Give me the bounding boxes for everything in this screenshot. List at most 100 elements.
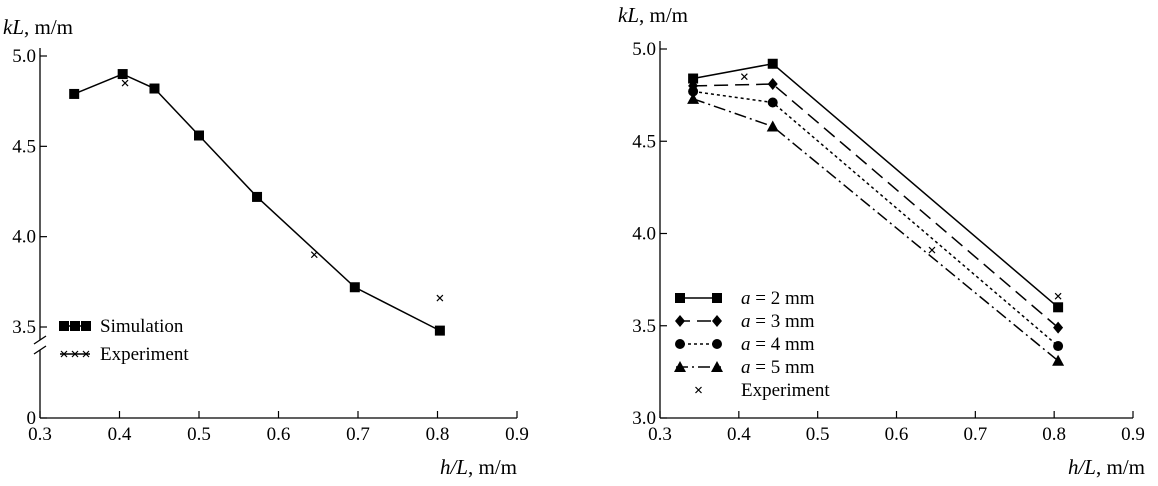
right-x-tick-label-3: 0.6	[885, 424, 909, 445]
right-series-4-point-1	[928, 246, 936, 254]
left-ticks: 0.3 0.4 0.5 0.6 0.7 0.8 0.9 0 3.5 4.0 4.5 5.0	[12, 46, 529, 445]
left-y-tick-label-3: 4.5	[12, 136, 36, 157]
right-legend-3-label: a = 5 mm	[741, 357, 815, 378]
left-legend-0-marker-0	[59, 321, 69, 331]
right-series-3-point-0	[687, 92, 700, 104]
right-legend-2-label-var: a	[741, 334, 751, 355]
right-series-2-point-1	[767, 97, 778, 108]
left-axis-break-mark-1	[33, 345, 47, 355]
chart-left: kL, m/m h/L, m/m 0.3 0.4 0.5 0.6 0.7 0.8 0.903…	[3, 15, 529, 479]
left-legend-1-marker-0-b	[60, 350, 68, 358]
left-x-tick-label-6: 0.9	[505, 424, 529, 445]
right-series-4-point-0	[740, 73, 748, 81]
left-x-tick-label-0: 0.3	[28, 424, 52, 445]
left-y-tick-label-2: 4.0	[12, 227, 36, 248]
right-x-axis-unit: , m/m	[1096, 455, 1145, 479]
chart-right: kL, m/m h/L, m/m 0.3 0.4 0.5 0.6 0.7 0.8 0.93.…	[618, 3, 1145, 479]
left-legend-1-marker-0	[60, 350, 68, 358]
right-legend-2-label: a = 4 mm	[741, 334, 815, 355]
left-series-0-point-1	[117, 69, 128, 80]
left-y-axis-label: kL, m/m	[3, 15, 73, 39]
right-series-2-point-2	[1053, 341, 1064, 352]
right-series-4-point-2-b	[1054, 292, 1062, 300]
left-legend-1-label: Experiment	[100, 344, 189, 365]
left-series-1-point-1	[310, 251, 318, 259]
right-x-tick-label-4: 0.7	[963, 424, 987, 445]
left-legend-1-marker-1-b	[71, 350, 79, 358]
left-axis-break-mark-2	[33, 335, 47, 345]
left-legend-1-marker-2-b	[82, 350, 90, 358]
right-series-3-point-1	[766, 120, 779, 132]
left-x-axis-unit: , m/m	[468, 455, 517, 479]
right-series-0-point-0	[688, 73, 699, 84]
left-series-1-point-2-b	[436, 294, 444, 302]
right-legend-4-marker-0-b	[695, 386, 702, 394]
left-y-tick-label-4: 5.0	[12, 46, 36, 67]
left-x-tick-label-4: 0.7	[346, 424, 370, 445]
left-x-axis-var: h/L	[440, 455, 468, 479]
left-series-0-point-4	[252, 191, 263, 202]
left-legend-1-marker-1	[71, 350, 79, 358]
right-series-4-point-0-b	[740, 73, 748, 81]
left-x-tick-label-3: 0.6	[267, 424, 291, 445]
left-x-tick-label-5: 0.8	[426, 424, 450, 445]
right-ticks: 0.3 0.4 0.5 0.6 0.7 0.8 0.9 3.0 3.5 4.0 4.5 5.0	[632, 39, 1145, 445]
right-y-tick-label-2: 4.0	[632, 224, 656, 245]
right-series-0-point-1	[767, 58, 778, 69]
left-series	[69, 69, 445, 336]
right-legend-1-label-text: = 3 mm	[751, 311, 815, 332]
right-x-tick-label-1: 0.4	[727, 424, 751, 445]
right-legend-4-label: Experiment	[741, 380, 830, 401]
right-legend-3-label-text: = 5 mm	[751, 357, 815, 378]
right-series-3-line	[692, 98, 1059, 362]
left-series-0-point-5	[349, 282, 360, 293]
right-series-1-line	[693, 83, 1059, 329]
right-legend-3-marker-1	[711, 361, 723, 372]
right-x-tick-label-0: 0.3	[648, 424, 672, 445]
right-y-axis-unit: , m/m	[639, 3, 688, 27]
right-legend-1-marker-1	[712, 315, 722, 327]
right-y-tick-label-3: 4.5	[632, 131, 656, 152]
left-series-1-point-1-b	[310, 251, 318, 259]
right-legend-1-label-var: a	[741, 311, 751, 332]
left-y-tick-label-1: 3.5	[12, 317, 36, 338]
right-x-tick-label-5: 0.8	[1042, 424, 1066, 445]
right-series-3-point-2	[1052, 354, 1065, 366]
right-legend-3-marker-0	[674, 361, 686, 372]
left-y-tick-label-0: 0	[27, 408, 37, 429]
right-legend-0-marker-0	[675, 293, 685, 303]
right-x-tick-label-2: 0.5	[806, 424, 830, 445]
right-series-4-point-1-b	[928, 246, 936, 254]
right-legend-2-marker-0	[675, 339, 685, 349]
right-y-tick-label-4: 5.0	[632, 39, 656, 60]
right-legend-1-label: a = 3 mm	[741, 311, 815, 332]
right-x-axis-var: h/L	[1068, 455, 1096, 479]
left-x-tick-label-1: 0.4	[108, 424, 132, 445]
right-legend-4-marker-0	[695, 386, 702, 394]
right-legend-1-marker-0	[675, 315, 685, 327]
left-series-1-point-0-b	[121, 79, 129, 87]
left-x-axis-label: h/L, m/m	[440, 455, 517, 479]
right-y-tick-label-0: 3.0	[632, 408, 656, 429]
right-series-1-point-2	[1053, 321, 1064, 334]
right-series-4-point-2	[1054, 292, 1062, 300]
right-legend-0-label: a = 2 mm	[741, 288, 815, 309]
left-legend: Simulation Experiment	[59, 316, 189, 365]
right-y-tick-label-1: 3.5	[632, 316, 656, 337]
right-legend-2-marker-1	[712, 339, 722, 349]
left-series-1-point-0	[121, 79, 129, 87]
left-legend-0-marker-1	[70, 321, 80, 331]
right-x-axis-label: h/L, m/m	[1068, 455, 1145, 479]
right-axes	[659, 41, 1133, 419]
right-series-0-point-2	[1053, 302, 1064, 313]
left-series-0-point-0	[69, 88, 80, 99]
left-y-axis-var: kL	[3, 15, 24, 39]
right-series-1-point-1	[767, 78, 778, 91]
left-y-axis-unit: , m/m	[24, 15, 73, 39]
left-series-0-point-6	[434, 325, 445, 336]
right-legend-0-label-text: = 2 mm	[751, 288, 815, 309]
left-legend-0-label: Simulation	[100, 316, 184, 337]
right-series-2-point-0	[688, 86, 699, 97]
right-series	[687, 58, 1065, 366]
